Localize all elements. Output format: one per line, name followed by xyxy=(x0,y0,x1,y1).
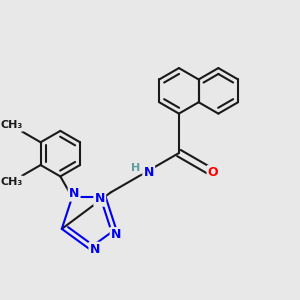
Text: O: O xyxy=(208,166,218,179)
Text: N: N xyxy=(69,188,79,200)
Text: H: H xyxy=(131,163,141,173)
Text: CH₃: CH₃ xyxy=(1,177,23,187)
Text: N: N xyxy=(143,166,154,179)
Text: N: N xyxy=(111,228,121,241)
Text: N: N xyxy=(90,243,100,256)
Text: N: N xyxy=(94,193,105,206)
Text: CH₃: CH₃ xyxy=(1,121,23,130)
